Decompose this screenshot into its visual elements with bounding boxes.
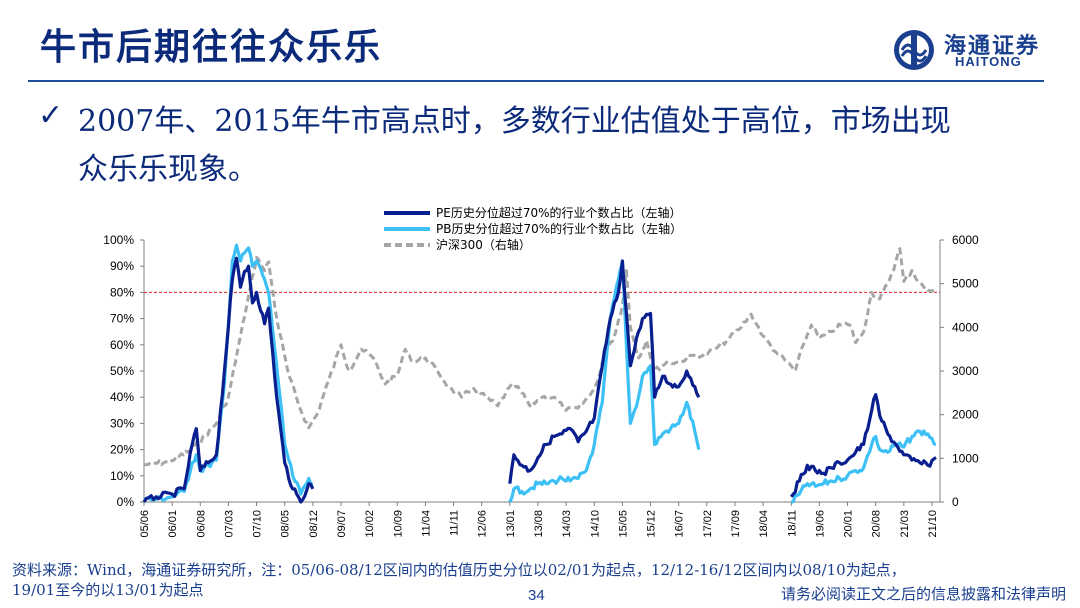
right-axis-tick-label: 2000 <box>952 408 979 422</box>
slide-title: 牛市后期往往众乐乐 <box>40 26 383 68</box>
left-axis-tick-label: 20% <box>110 443 134 457</box>
pb-series-line <box>143 243 314 502</box>
left-axis-tick-label: 0% <box>117 495 135 509</box>
pb-series-line <box>791 429 937 504</box>
x-axis-tick-label: 18/04 <box>758 510 770 538</box>
x-axis-tick-label: 18/11 <box>786 510 798 537</box>
logo-chinese-name: 海通证券 <box>944 33 1041 59</box>
left-axis-tick-label: 70% <box>110 312 134 326</box>
left-axis-tick-label: 50% <box>110 364 134 378</box>
x-axis-tick-label: 15/12 <box>646 510 658 538</box>
bullet-text-line-1: 2007年、2015年牛市高点时，多数行业估值处于高位，市场出现 <box>78 104 951 139</box>
x-axis-tick-label: 19/06 <box>814 510 826 538</box>
right-axis-tick-label: 1000 <box>952 451 979 465</box>
page-number: 34 <box>528 587 545 604</box>
x-axis-tick-label: 07/10 <box>252 510 264 538</box>
left-axis-tick-label: 60% <box>110 338 134 352</box>
left-axis-tick-label: 100% <box>103 233 134 247</box>
hs300-series-line <box>143 247 937 467</box>
right-axis-tick-label: 4000 <box>952 320 979 334</box>
right-axis-tick-label: 3000 <box>952 364 979 378</box>
source-note-line-1: 资料来源：Wind，海通证券研究所，注：05/06-08/12区间内的估值历史分… <box>12 561 906 579</box>
x-axis-tick-label: 08/05 <box>280 510 292 538</box>
x-axis-tick-label: 20/08 <box>871 510 883 538</box>
pe-series-line <box>142 256 315 504</box>
header-divider <box>28 80 1044 82</box>
left-axis-tick-label: 10% <box>110 469 134 483</box>
x-axis-tick-label: 10/02 <box>364 510 376 538</box>
source-note: 资料来源：Wind，海通证券研究所，注：05/06-08/12区间内的估值历史分… <box>12 560 906 600</box>
x-axis-tick-label: 21/10 <box>927 510 939 538</box>
x-axis-tick-label: 14/10 <box>589 510 601 538</box>
legend-pe-label: PE历史分位超过70%的行业个数占比（左轴） <box>436 205 682 220</box>
x-axis-tick-label: 11/04 <box>420 510 432 537</box>
x-axis-tick-label: 15/05 <box>617 510 629 538</box>
x-axis-tick-label: 06/08 <box>195 510 207 538</box>
x-axis-tick-label: 17/02 <box>702 510 714 538</box>
pe-series-line <box>790 393 937 498</box>
right-axis-tick-label: 0 <box>952 495 959 509</box>
x-axis-tick-label: 05/06 <box>139 510 151 538</box>
right-axis-tick-label: 6000 <box>952 233 979 247</box>
legend-pb-label: PB历史分位超过70%的行业个数占比（左轴） <box>436 221 682 236</box>
x-axis-tick-label: 20/01 <box>843 510 855 538</box>
x-axis-tick-label: 10/09 <box>392 510 404 538</box>
x-axis-tick-label: 07/03 <box>223 510 235 538</box>
x-axis-tick-label: 14/03 <box>561 510 573 538</box>
x-axis-tick-label: 16/07 <box>674 510 686 538</box>
disclaimer: 请务必阅读正文之后的信息披露和法律声明 <box>780 585 1066 603</box>
bullet-text-line-2: 众乐乐现象。 <box>78 152 258 187</box>
valuation-percentile-chart: 0% 10% 20% 30% 40% 50% 60% 70% 80% 90% 100% 0 1000 20… <box>103 205 979 538</box>
logo-english-name: HAITONG <box>955 54 1022 69</box>
left-axis-tick-label: 40% <box>110 390 134 404</box>
left-axis-tick-label: 30% <box>110 416 134 430</box>
x-axis-tick-label: 13/08 <box>533 510 545 538</box>
x-axis-tick-label: 08/12 <box>308 510 320 538</box>
x-axis-tick-label: 11/11 <box>449 510 461 536</box>
pe-series-line <box>508 259 701 484</box>
x-axis-tick-label: 21/03 <box>899 510 911 538</box>
x-axis-tick-label: 13/01 <box>505 510 517 538</box>
legend-hs300-label: 沪深300（右轴） <box>436 237 531 252</box>
pb-series-line <box>508 259 701 503</box>
right-axis-tick-label: 5000 <box>952 277 979 291</box>
x-axis-tick-label: 12/06 <box>477 510 489 538</box>
checkmark-icon: ✓ <box>38 98 64 133</box>
source-note-line-2: 19/01至今的以13/01为起点 <box>12 581 204 599</box>
left-axis-tick-label: 90% <box>110 259 134 273</box>
haitong-logo-icon <box>894 30 934 70</box>
left-axis-tick-label: 80% <box>110 285 134 299</box>
x-axis-tick-label: 17/09 <box>730 510 742 538</box>
x-axis-tick-label: 09/07 <box>336 510 348 538</box>
x-axis-tick-label: 06/01 <box>167 510 179 538</box>
